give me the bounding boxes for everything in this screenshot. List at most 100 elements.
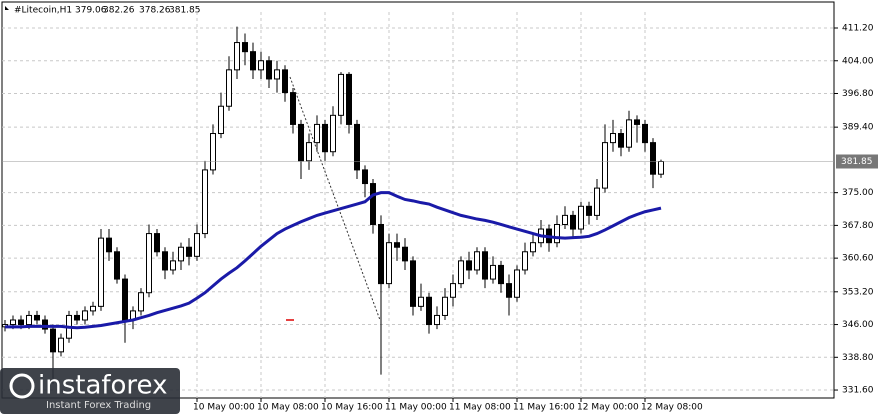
candle-body (146, 233, 152, 294)
candle-body (514, 269, 520, 298)
candle-body (642, 123, 648, 144)
trend-line (289, 76, 381, 321)
price-label: 381.85 (841, 157, 873, 167)
chart-title: #Litecoin,H1 (14, 6, 72, 16)
candle-body (186, 246, 192, 257)
candle-body (42, 319, 48, 330)
x-tick-label: 11 May 00:00 (385, 403, 447, 413)
candle-body (362, 169, 368, 185)
candle-body (602, 142, 608, 189)
x-tick-label: 10 May 16:00 (321, 403, 383, 413)
candle-body (314, 123, 320, 144)
candle-body (466, 260, 472, 271)
candle-body (170, 260, 176, 271)
candle-body (122, 278, 128, 321)
candle-body (458, 260, 464, 285)
header-low: 378.26 (139, 6, 171, 16)
candle-body (34, 314, 40, 321)
y-tick-label: 360.60 (842, 254, 874, 264)
candle-body (290, 92, 296, 125)
candle-body (586, 205, 592, 216)
candle-body (258, 60, 264, 71)
candle-body (298, 123, 304, 162)
candle-body (74, 314, 80, 321)
candle-body (58, 337, 64, 353)
slogan: Instant Forex Trading (46, 400, 151, 411)
candle-body (530, 242, 536, 253)
candle-body (570, 214, 576, 230)
candle-body (266, 60, 272, 80)
candle-body (506, 283, 512, 298)
y-tick-label: 389.40 (842, 123, 874, 133)
candle-body (346, 73, 352, 125)
y-tick-label: 404.00 (842, 56, 874, 66)
candle-body (330, 114, 336, 153)
candle-body (26, 314, 32, 326)
candle-body (410, 260, 416, 307)
candle-body (490, 264, 496, 280)
price-box (836, 154, 878, 169)
candle-body (578, 205, 584, 230)
candle-body (250, 51, 256, 71)
candle-body (338, 73, 344, 116)
candle-body (418, 296, 424, 307)
candle-body (650, 142, 656, 175)
candle-body (658, 160, 664, 175)
candle-body (162, 251, 168, 271)
candle-body (234, 42, 240, 71)
grid (2, 12, 834, 398)
x-tick-label: 12 May 00:00 (577, 403, 639, 413)
candle-body (354, 123, 360, 171)
candle-body (474, 251, 480, 271)
candle-body (562, 214, 568, 225)
candle-body (82, 310, 88, 321)
candle-body (610, 133, 616, 144)
candle-body (450, 283, 456, 298)
x-tick-label: 11 May 16:00 (513, 403, 575, 413)
candle-body (482, 251, 488, 280)
plot-frame (1, 1, 835, 399)
candle-body (194, 233, 200, 257)
candle-body (50, 328, 56, 353)
candle-body (522, 251, 528, 271)
x-tick-label: 10 May 00:00 (193, 403, 255, 413)
candle-body (202, 169, 208, 235)
candle-body (210, 133, 216, 171)
candle-body (98, 237, 104, 307)
x-tick-label: 10 May 08:00 (257, 403, 319, 413)
candle-body (218, 105, 224, 135)
candle-body (386, 242, 392, 285)
candle-body (106, 237, 112, 253)
candle-body (634, 119, 640, 125)
candle-body (306, 142, 312, 162)
watermark-bg (0, 368, 180, 414)
title-icon (5, 6, 9, 10)
candle-body (282, 69, 288, 94)
x-tick-label: 12 May 08:00 (641, 403, 703, 413)
moving-average (5, 191, 662, 330)
marks (2, 26, 664, 384)
y-tick-label: 331.60 (842, 386, 874, 396)
candle-body (138, 292, 144, 312)
candle-body (114, 251, 120, 280)
candle-body (442, 296, 448, 316)
candle-body (426, 296, 432, 326)
candle-body (10, 319, 16, 326)
candle-body (434, 314, 440, 326)
candle-body (498, 264, 504, 285)
y-tick-label: 346.00 (842, 320, 874, 330)
watermark: instaforex Instant Forex Trading (0, 368, 180, 414)
candle-body (242, 42, 248, 53)
candle-body (90, 305, 96, 312)
candle-body (594, 187, 600, 216)
candle-body (618, 133, 624, 148)
y-tick-label: 338.80 (842, 353, 874, 363)
candle-body (402, 246, 408, 262)
header-high: 382.26 (103, 6, 135, 16)
ohlc-header: 379.06 382.26 378.26 381.85 (75, 6, 201, 16)
candle-body (178, 246, 184, 262)
y-tick-label: 375.00 (842, 188, 874, 198)
brand: instaforex (38, 371, 167, 401)
candle-body (226, 69, 232, 107)
